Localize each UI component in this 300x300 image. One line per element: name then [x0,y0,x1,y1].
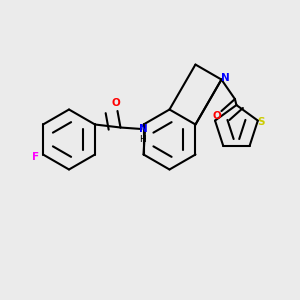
Text: N: N [139,124,147,134]
Text: H: H [140,135,146,144]
Text: O: O [213,112,221,122]
Text: O: O [112,98,120,109]
Text: F: F [32,152,39,163]
Text: N: N [221,73,230,83]
Text: S: S [257,117,265,127]
